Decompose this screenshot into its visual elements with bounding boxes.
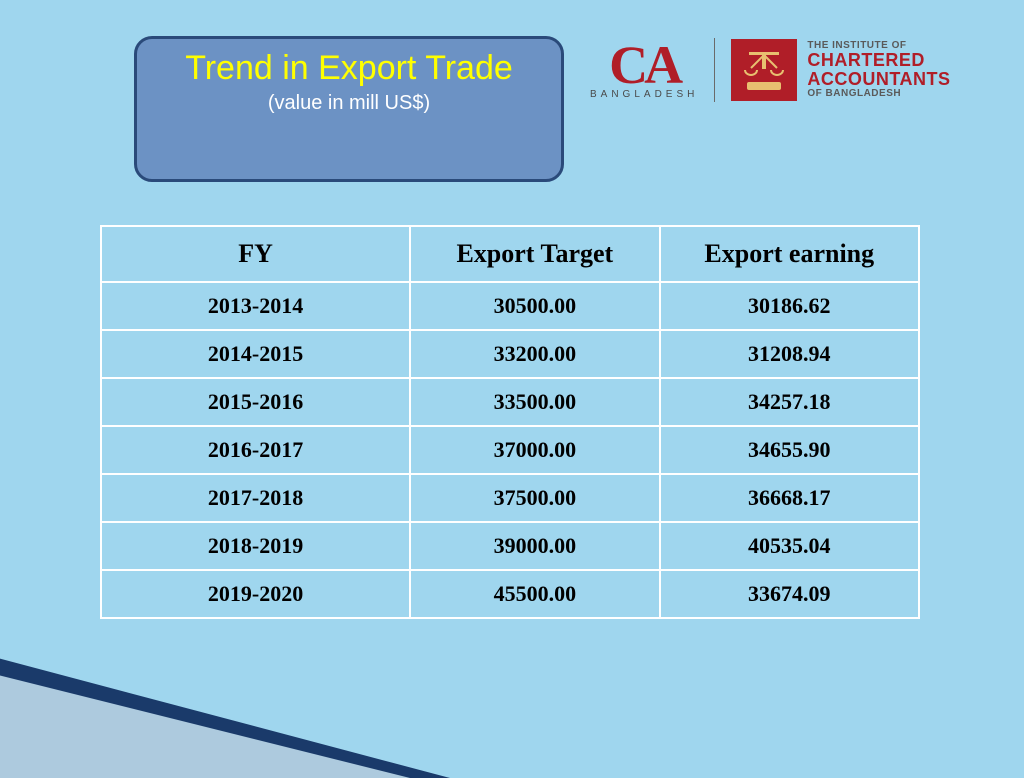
- table-header-row: FY Export Target Export earning: [101, 226, 919, 282]
- cell-target: 37000.00: [410, 426, 659, 474]
- col-header-fy: FY: [101, 226, 410, 282]
- cell-fy: 2016-2017: [101, 426, 410, 474]
- table-row: 2015-201633500.0034257.18: [101, 378, 919, 426]
- table-row: 2019-202045500.0033674.09: [101, 570, 919, 618]
- institute-line2: CHARTERED: [807, 51, 950, 70]
- cell-target: 33200.00: [410, 330, 659, 378]
- table-row: 2014-201533200.0031208.94: [101, 330, 919, 378]
- col-header-earning: Export earning: [660, 226, 919, 282]
- cell-earning: 40535.04: [660, 522, 919, 570]
- ca-logo-sub: BANGLADESH: [590, 90, 698, 99]
- institute-text: THE INSTITUTE OF CHARTERED ACCOUNTANTS O…: [807, 41, 950, 100]
- cell-target: 37500.00: [410, 474, 659, 522]
- export-table: FY Export Target Export earning 2013-201…: [100, 225, 920, 619]
- cell-earning: 36668.17: [660, 474, 919, 522]
- cell-earning: 31208.94: [660, 330, 919, 378]
- cell-fy: 2014-2015: [101, 330, 410, 378]
- cell-earning: 30186.62: [660, 282, 919, 330]
- cell-earning: 33674.09: [660, 570, 919, 618]
- cell-fy: 2018-2019: [101, 522, 410, 570]
- institute-line3: ACCOUNTANTS: [807, 70, 950, 89]
- cell-fy: 2017-2018: [101, 474, 410, 522]
- table-body: 2013-201430500.0030186.622014-201533200.…: [101, 282, 919, 618]
- cell-earning: 34257.18: [660, 378, 919, 426]
- table-row: 2016-201737000.0034655.90: [101, 426, 919, 474]
- seal-icon: [731, 39, 797, 101]
- cell-target: 33500.00: [410, 378, 659, 426]
- table-row: 2018-201939000.0040535.04: [101, 522, 919, 570]
- cell-target: 45500.00: [410, 570, 659, 618]
- cell-earning: 34655.90: [660, 426, 919, 474]
- institute-line4: OF BANGLADESH: [807, 89, 950, 100]
- title-subtitle: (value in mill US$): [137, 92, 561, 115]
- cell-fy: 2013-2014: [101, 282, 410, 330]
- table-row: 2013-201430500.0030186.62: [101, 282, 919, 330]
- ca-logo: CA BANGLADESH: [590, 41, 698, 99]
- title-box: Trend in Export Trade (value in mill US$…: [134, 36, 564, 182]
- cell-fy: 2015-2016: [101, 378, 410, 426]
- cell-target: 39000.00: [410, 522, 659, 570]
- title-main: Trend in Export Trade: [137, 47, 561, 90]
- cell-target: 30500.00: [410, 282, 659, 330]
- table-row: 2017-201837500.0036668.17: [101, 474, 919, 522]
- ca-logo-text: CA: [590, 41, 698, 90]
- logo-divider: [714, 38, 715, 102]
- corner-decoration: [0, 598, 450, 778]
- col-header-target: Export Target: [410, 226, 659, 282]
- logo-block: CA BANGLADESH THE INSTITUTE OF CHARTERED…: [590, 30, 1000, 110]
- cell-fy: 2019-2020: [101, 570, 410, 618]
